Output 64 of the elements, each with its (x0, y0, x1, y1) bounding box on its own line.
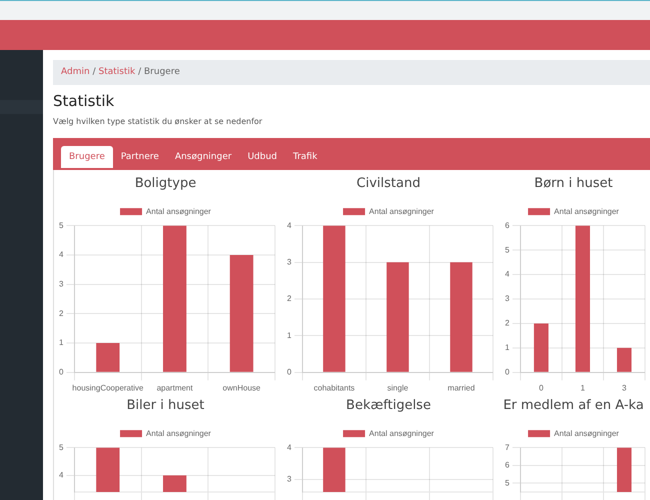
text: Statistik (53, 92, 114, 110)
y-tick-label: 7 (504, 442, 510, 452)
text: Trafik (292, 151, 318, 164)
chart-title: Civilstand (356, 176, 420, 192)
bar (96, 343, 120, 372)
y-tick-label: 3 (58, 280, 64, 289)
y-tick-label: 3 (504, 294, 510, 304)
y-tick-label: 4 (286, 220, 292, 230)
y-tick-label: 5 (58, 442, 64, 452)
y-tick-label: 0 (58, 368, 64, 377)
legend-label: Antal ansøgninger (146, 206, 212, 216)
y-tick-label: 1 (286, 330, 292, 340)
text: Admin (61, 67, 90, 77)
legend-label: Antal ansøgninger (369, 428, 434, 438)
text: Brugere (61, 146, 113, 168)
x-tick-label: housingCooperative (72, 383, 144, 392)
bar (616, 348, 632, 372)
chart-title: Biler i huset (126, 398, 204, 414)
x-tick-label: single (387, 383, 409, 392)
x-tick-label: 0 (538, 383, 544, 392)
legend-label: Antal ansøgninger (554, 206, 620, 216)
x-tick-label: apartment (156, 383, 194, 392)
y-tick-label: 4 (58, 250, 64, 260)
y-tick-label: 5 (504, 478, 510, 488)
y-tick-label: 1 (504, 343, 510, 352)
text: / (138, 67, 142, 77)
text: Udbud (246, 151, 278, 164)
chart-title: Er medlem af en A-ka (503, 398, 644, 414)
chart-title: Boligtype (134, 176, 196, 192)
y-tick-label: 0 (504, 368, 510, 377)
y-tick-label: 5 (504, 245, 510, 254)
legend-label: Antal ansøgninger (554, 428, 620, 438)
chart-title: Bekæftigelse (346, 398, 431, 414)
y-tick-label: 5 (58, 220, 64, 230)
y-tick-label: 2 (504, 318, 510, 328)
chart-title: Børn i huset (534, 176, 613, 192)
legend-label: Antal ansøgninger (369, 206, 434, 216)
text: Partnere (120, 151, 160, 164)
y-tick-label: 6 (504, 220, 510, 230)
text: Brugere (144, 67, 180, 77)
y-tick-label: 1 (58, 338, 64, 348)
x-tick-label: ownHouse (222, 383, 262, 392)
text: Vælg hvilken type statistik du ønsker at se nedenfor (53, 117, 262, 126)
y-tick-label: 2 (286, 294, 292, 304)
y-tick-label: 2 (58, 308, 64, 318)
x-tick-label: 3 (622, 383, 628, 392)
bar (163, 226, 186, 372)
y-tick-label: 0 (286, 368, 292, 377)
y-tick-label: 4 (504, 270, 510, 279)
text: Statistik (98, 67, 136, 77)
y-tick-label: 3 (286, 474, 292, 484)
text: / (92, 67, 96, 77)
bar (575, 226, 590, 372)
text: Ansøgninger (174, 151, 233, 164)
y-tick-label: 4 (286, 442, 292, 452)
x-tick-label: cohabitants (314, 383, 355, 392)
y-tick-label: 6 (504, 460, 510, 470)
y-tick-label: 4 (58, 470, 64, 480)
x-tick-label: 1 (580, 383, 586, 392)
bar (534, 323, 548, 372)
bar (230, 254, 254, 372)
y-tick-label: 3 (286, 258, 292, 267)
x-tick-label: married (448, 383, 475, 392)
legend-label: Antal ansøgninger (146, 428, 212, 438)
